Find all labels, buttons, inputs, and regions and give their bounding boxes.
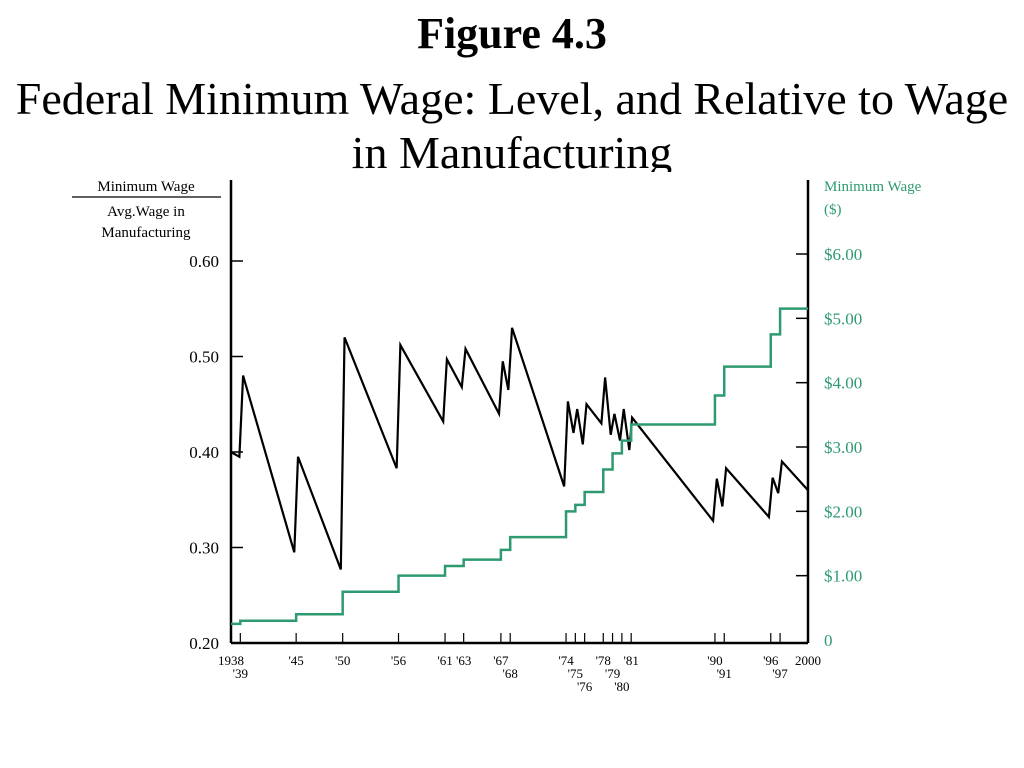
series (230, 307, 809, 626)
left-axis-label-denominator-line1: Avg.Wage in (107, 204, 185, 220)
figure-subtitle: Federal Minimum Wage: Level, and Relativ… (15, 73, 1009, 178)
right-axis-label-line2: ($) (824, 202, 842, 218)
x-tick-label: '68 (503, 666, 518, 681)
x-tick-label: '80 (614, 679, 629, 694)
x-tick-label: '61 (437, 653, 452, 668)
x-tick-label: '96 (763, 653, 779, 668)
x-tick-label: '63 (456, 653, 471, 668)
x-tick-label: '67 (493, 653, 509, 668)
x-tick-label: '56 (391, 653, 407, 668)
right-tick-label: $1.00 (824, 567, 862, 586)
right-tick-label: $5.00 (824, 309, 862, 328)
right-tick-label: $4.00 (824, 374, 862, 393)
right-tick-label: $3.00 (824, 438, 862, 457)
right-axis-label-line1: Minimum Wage (824, 179, 922, 195)
x-tick-label: '45 (288, 653, 303, 668)
left-tick-label: 0.40 (189, 443, 219, 462)
axes (229, 180, 810, 645)
right-tick-label: 0 (824, 631, 833, 650)
x-tick-label: '39 (233, 666, 248, 681)
x-tick-label: '76 (577, 679, 593, 694)
x-tick-label: '78 (596, 653, 611, 668)
x-tick-label: 2000 (795, 653, 821, 668)
left-tick-label: 0.30 (189, 539, 219, 558)
x-tick-label: '79 (605, 666, 620, 681)
chart-background (0, 172, 1024, 768)
x-tick-label: '91 (717, 666, 732, 681)
axis-ticks: 0.20 0.30 0.40 0.50 0.60 0 $1.00 $2.00 $3.00 $4.0… (189, 245, 862, 694)
figure-title: Figure 4.3 (417, 9, 607, 58)
x-tick-label: '81 (624, 653, 639, 668)
x-tick-label: '97 (772, 666, 788, 681)
minimum-wage-ratio-line (230, 327, 809, 570)
x-tick-label: '90 (707, 653, 722, 668)
minimum-wage-dollars-line (231, 307, 808, 626)
right-tick-label: $6.00 (824, 245, 862, 264)
x-tick-label: '50 (335, 653, 350, 668)
x-tick-label: '75 (568, 666, 583, 681)
left-tick-label: 0.20 (189, 634, 219, 653)
left-tick-label: 0.60 (189, 252, 219, 271)
x-tick-label: '74 (558, 653, 574, 668)
right-tick-label: $2.00 (824, 502, 862, 521)
left-tick-label: 0.50 (189, 348, 219, 367)
left-axis-label-denominator-line2: Manufacturing (101, 225, 191, 241)
left-axis-label-numerator: Minimum Wage (97, 179, 195, 195)
x-tick-label: 1938 (218, 653, 244, 668)
